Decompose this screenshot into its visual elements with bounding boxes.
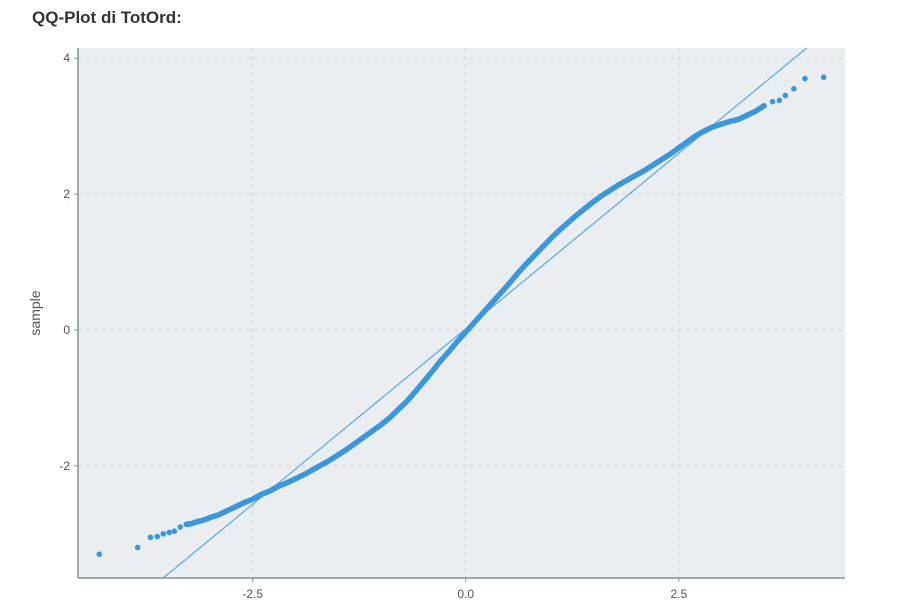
sample-point — [820, 74, 827, 81]
sample-point — [154, 533, 161, 540]
sample-point — [134, 544, 141, 551]
tick-labels: -2.5 0.0 2.5 -2 0 2 4 — [59, 51, 687, 601]
y-tick-label: 2 — [63, 187, 70, 201]
grid-lines — [78, 48, 845, 578]
y-axis-label: sample — [27, 290, 43, 335]
x-tick-label: 2.5 — [670, 587, 687, 601]
sample-point — [171, 528, 178, 534]
sample-point — [177, 524, 184, 530]
y-tick-label: 0 — [63, 323, 70, 337]
sample-point — [776, 97, 783, 104]
sample-point — [147, 534, 154, 541]
sample-point — [96, 551, 103, 558]
x-tick-label: -2.5 — [242, 587, 263, 601]
axes — [77, 48, 845, 579]
sample-point — [802, 75, 808, 82]
sample-point — [160, 531, 167, 537]
sample-point — [761, 102, 767, 109]
chart-title: QQ-Plot di TotOrd: — [32, 8, 182, 27]
y-tick-label: 4 — [63, 51, 70, 65]
x-tick-label: 0.0 — [457, 587, 474, 601]
plot-panel — [78, 48, 845, 578]
sample-points — [96, 74, 827, 558]
sample-point — [769, 98, 776, 105]
sample-point — [166, 529, 172, 536]
sample-point — [791, 85, 797, 92]
sample-point — [782, 92, 789, 99]
y-tick-label: -2 — [59, 459, 70, 473]
